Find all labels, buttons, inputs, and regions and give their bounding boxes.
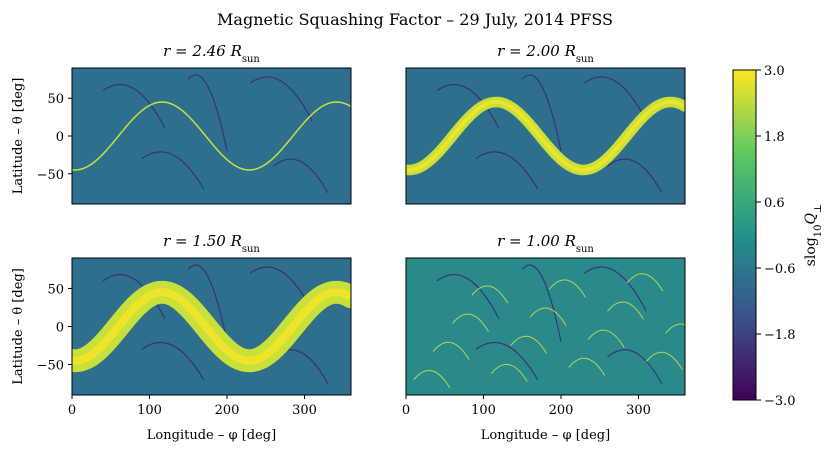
x-tick-label: 100: [137, 403, 162, 418]
heatmap-background: [72, 68, 351, 204]
separatrix-arc: [187, 74, 228, 152]
separatrix-arc: [607, 158, 663, 193]
y-tick-label: −50: [37, 168, 64, 183]
panel-title-text: r = 1.50: [163, 232, 230, 250]
panel-title: r = 1.00 Rsun: [497, 232, 594, 255]
surface-filament: [432, 341, 470, 360]
panel-bottom-left: r = 1.50 Rsun 50 0 −50 0 100 200 300 Latitude – …: [11, 232, 352, 443]
surface-filament: [645, 351, 683, 370]
surface-filament: [568, 357, 606, 376]
surface-filament: [413, 370, 451, 389]
surface-filament: [548, 279, 586, 298]
separatrix-arc: [436, 274, 500, 320]
separatrix-arc: [583, 266, 647, 312]
panel-title: r = 1.50 Rsun: [163, 232, 260, 255]
separatrix-arc: [436, 83, 500, 129]
colorbar-tick-label: 1.8: [764, 130, 785, 145]
y-tick-label: 0: [56, 321, 64, 336]
x-tick-label: 0: [68, 403, 76, 418]
figure-title: Magnetic Squashing Factor – 29 July, 201…: [217, 10, 613, 29]
panel-title-sub: sun: [242, 244, 261, 255]
x-axis-label: Longitude – φ [deg]: [147, 428, 276, 443]
x-axis-label: Longitude – φ [deg]: [481, 428, 610, 443]
panel-top-left: r = 2.46 Rsun 50 0 −50 Latitude – θ [deg]: [11, 42, 352, 205]
x-tick-label: 300: [292, 403, 317, 418]
heatmap-image: [406, 68, 685, 204]
panel-title-text: r = 2.46: [163, 42, 230, 60]
separatrix-arc: [141, 151, 205, 190]
separatrix-arc: [475, 341, 539, 381]
x-tick-label: 0: [402, 403, 410, 418]
separatrix-arc: [583, 76, 647, 122]
surface-filaments: [413, 273, 685, 389]
separatrix-arc: [102, 83, 166, 129]
x-tick-label: 100: [471, 403, 496, 418]
separatrix-arc: [102, 274, 166, 320]
current-sheet-core: [72, 288, 351, 365]
panel-title-unit: R: [230, 232, 242, 250]
panel-title: r = 2.46 Rsun: [163, 42, 260, 65]
separatrix-arcs: [436, 264, 663, 384]
surface-filament: [607, 301, 644, 320]
separatrix-arc: [521, 74, 562, 152]
surface-filament: [510, 335, 548, 354]
surface-filament: [471, 285, 509, 304]
colorbar-ticks: 3.0 1.8 0.6 −0.6 −1.8 −3.0: [756, 64, 796, 409]
separatrix-arc: [187, 264, 228, 342]
panel-title-unit: R: [564, 42, 576, 60]
heatmap-background: [406, 258, 685, 395]
colorbar-tick-label: −3.0: [764, 394, 796, 409]
x-tick-label: 200: [215, 403, 240, 418]
separatrix-arc: [607, 349, 663, 384]
heatmap-image: [72, 258, 351, 395]
surface-filament: [587, 329, 625, 348]
heatmap-image: [406, 258, 685, 395]
panel-title: r = 2.00 Rsun: [497, 42, 594, 65]
y-tick-label: 50: [47, 92, 64, 107]
y-tick-label: 50: [47, 282, 64, 297]
x-tick-label: 200: [549, 403, 574, 418]
panel-frame: [405, 257, 686, 396]
surface-filament: [452, 313, 489, 332]
colorbar-gradient: [732, 69, 757, 401]
separatrix-arc: [273, 158, 329, 193]
colorbar: 3.0 1.8 0.6 −0.6 −1.8 −3.0 slog10Q⊥: [732, 64, 824, 409]
panel-title-sub: sun: [576, 54, 595, 65]
panel-top-right: r = 2.00 Rsun: [405, 42, 686, 205]
panel-title-unit: R: [230, 42, 242, 60]
heatmap-image: [72, 68, 351, 204]
separatrix-arc: [475, 151, 539, 190]
y-axis-label: Latitude – θ [deg]: [11, 78, 26, 195]
colorbar-tick-label: −0.6: [764, 262, 796, 277]
panel-title-sub: sun: [242, 54, 261, 65]
panel-title-text: r = 1.00: [497, 232, 564, 250]
y-tick-label: 0: [56, 130, 64, 145]
panel-title-text: r = 2.00: [497, 42, 564, 60]
separatrix-arc: [249, 76, 313, 122]
colorbar-tick-label: 3.0: [764, 64, 785, 79]
surface-filament: [490, 364, 528, 382]
current-sheet-core: [406, 100, 685, 172]
y-axis-label: Latitude – θ [deg]: [11, 268, 26, 385]
separatrix-arcs: [102, 74, 329, 193]
colorbar-tick-label: −1.8: [764, 328, 796, 343]
x-tick-label: 300: [626, 403, 651, 418]
panel-title-unit: R: [564, 232, 576, 250]
separatrix-arcs: [436, 74, 663, 193]
colorbar-label: slog10Q⊥: [803, 204, 824, 267]
panel-title-sub: sun: [576, 244, 595, 255]
y-tick-label: −50: [37, 359, 64, 374]
surface-filament: [626, 273, 664, 292]
separatrix-arc: [141, 341, 205, 381]
panel-frame: [405, 67, 686, 205]
surface-filament: [665, 323, 685, 334]
colorbar-tick-label: 0.6: [764, 196, 785, 211]
current-sheet-band: [72, 101, 351, 171]
separatrix-arc: [521, 264, 562, 342]
panel-bottom-right: r = 1.00 Rsun 0 100 200 300 Longitude – φ [de…: [402, 232, 686, 443]
surface-filament: [529, 307, 567, 326]
